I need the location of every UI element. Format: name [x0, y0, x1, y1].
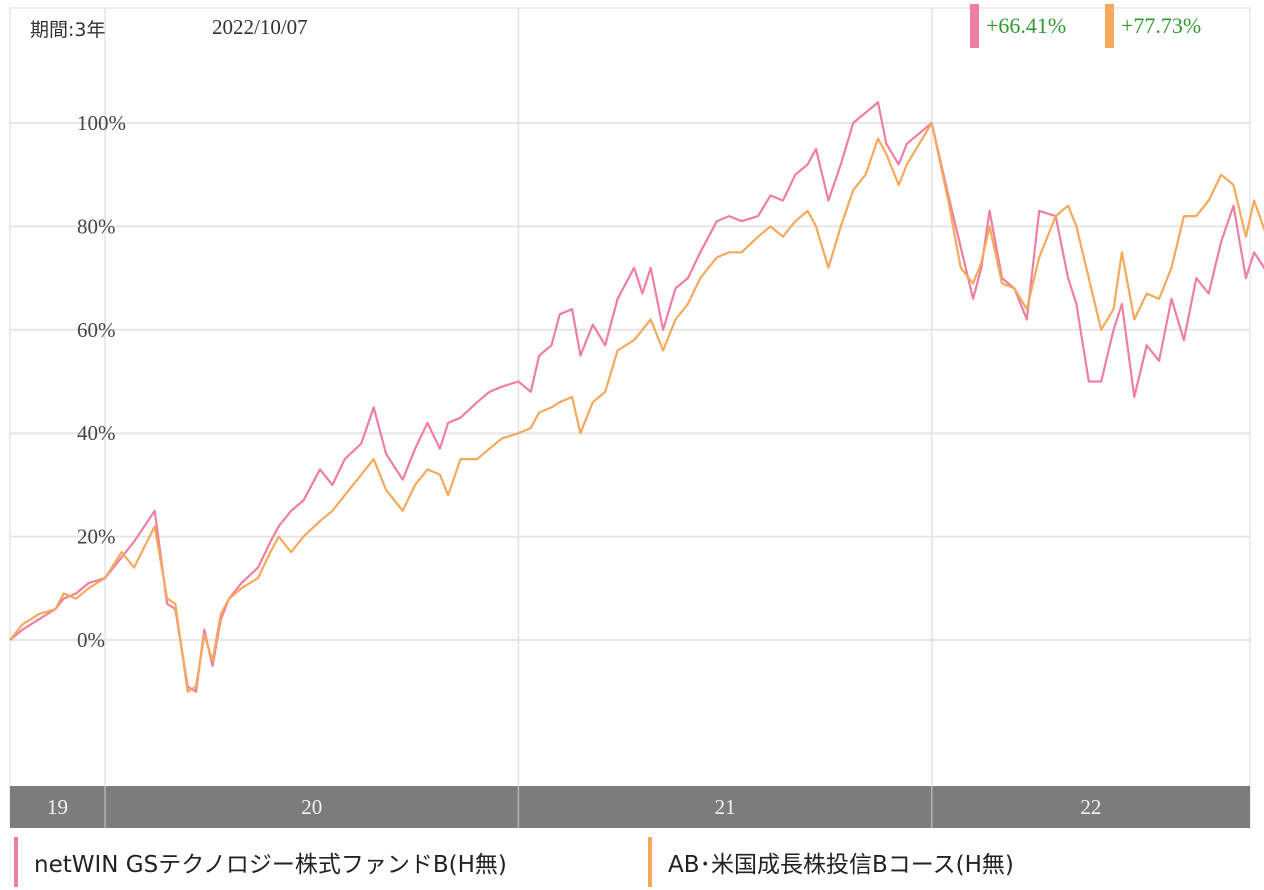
legend-swatch — [648, 837, 652, 887]
y-tick-label: 80% — [77, 214, 116, 238]
series-line — [9, 121, 1264, 693]
x-band-label: 20 — [301, 795, 322, 819]
period-label[interactable]: 期間:3年 — [30, 19, 106, 41]
y-tick-label: 20% — [77, 525, 116, 549]
y-tick-label: 0% — [77, 628, 105, 652]
x-band-label: 22 — [1080, 795, 1101, 819]
x-band-label: 21 — [715, 795, 736, 819]
return-value: +66.41% — [986, 13, 1067, 38]
return-value: +77.73% — [1121, 13, 1202, 38]
plot-frame — [9, 7, 1251, 828]
chart-area: 0% 20% 40% 60% 80% 100% 19 20 21 22 期間:3年 2022/10… — [9, 4, 1264, 828]
legend-label: netWIN GSテクノロジー株式ファンドB(H無) — [34, 852, 507, 878]
legend-swatch — [14, 837, 18, 887]
legend-item-netwin[interactable]: netWIN GSテクノロジー株式ファンドB(H無) — [14, 836, 507, 888]
x-band-label: 19 — [47, 795, 68, 819]
y-tick-label: 100% — [77, 111, 126, 135]
time-band — [10, 786, 1250, 828]
return-badge-ab: +77.73% — [1105, 4, 1201, 48]
return-badge-netwin: +66.41% — [970, 4, 1066, 48]
line-chart: 0% 20% 40% 60% 80% 100% 19 20 21 22 — [9, 7, 1264, 828]
legend: netWIN GSテクノロジー株式ファンドB(H無) AB･米国成長株投信Bコー… — [0, 830, 1264, 890]
date-label: 2022/10/07 — [212, 15, 308, 39]
y-tick-label: 60% — [77, 318, 116, 342]
legend-item-ab[interactable]: AB･米国成長株投信Bコース(H無) — [648, 836, 1014, 888]
series-line — [9, 101, 1264, 693]
return-color-bar — [1105, 4, 1114, 48]
return-color-bar — [970, 4, 979, 48]
legend-label: AB･米国成長株投信Bコース(H無) — [668, 852, 1014, 878]
y-tick-label: 40% — [77, 421, 116, 445]
